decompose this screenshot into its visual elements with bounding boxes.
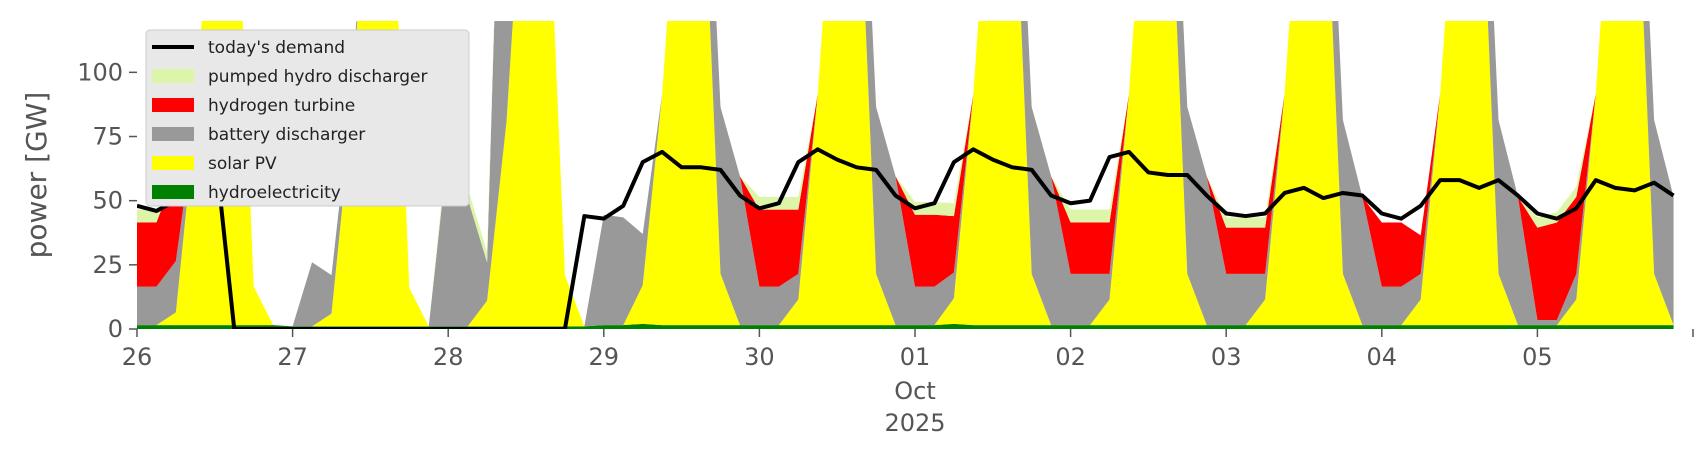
- x-tick-label: 26: [122, 343, 153, 371]
- x-tick-label: 29: [589, 343, 620, 371]
- pumped-hydro-discharger-legend-label: pumped hydro discharger: [208, 67, 427, 87]
- x-sublabel: Oct: [894, 377, 936, 405]
- battery-discharger-legend-swatch: [152, 127, 194, 141]
- y-tick-label: 50: [92, 187, 123, 215]
- hydroelectricity-legend-swatch: [152, 185, 194, 199]
- hydroelectricity-legend-label: hydroelectricity: [208, 183, 341, 203]
- pumped-hydro-discharger-legend-swatch: [152, 69, 194, 83]
- demand-line-group: [137, 144, 1675, 329]
- x-tick-label: 02: [1055, 343, 1086, 371]
- todays-demand-line: [137, 144, 1675, 329]
- x-tick-label: 28: [433, 343, 464, 371]
- y-axis-label: power [GW]: [20, 92, 53, 259]
- x-sublabel: 2025: [884, 409, 945, 437]
- x-tick-label: 27: [277, 343, 308, 371]
- x-tick-label: 04: [1367, 343, 1398, 371]
- y-tick-label: 75: [92, 123, 123, 151]
- solar-pv-area: [137, 21, 1674, 327]
- solar-pv-legend-swatch: [152, 156, 194, 170]
- solar-pv-legend-label: solar PV: [208, 154, 277, 174]
- hydrogen-turbine-legend-swatch: [152, 98, 194, 112]
- legend-box: [145, 29, 470, 207]
- axes: 0 25 50 75 100 26 27 28 29 30 01 02 03 04 05 Oct 2025 pow…: [20, 58, 1694, 437]
- hydrogen-turbine-legend-label: hydrogen turbine: [208, 96, 355, 116]
- y-tick-label: 0: [108, 315, 123, 343]
- battery-discharger-legend-label: battery discharger: [208, 125, 365, 145]
- today-s-demand-legend-label: today's demand: [208, 38, 345, 58]
- y-tick-label: 100: [77, 58, 123, 86]
- x-tick-label: 30: [744, 343, 775, 371]
- battery-discharger-area: [137, 21, 1674, 327]
- y-tick-label: 25: [92, 251, 123, 279]
- x-tick-label: 01: [900, 343, 931, 371]
- x-tick-label: 05: [1522, 343, 1553, 371]
- x-tick-label: 03: [1211, 343, 1242, 371]
- legend: today's demand pumped hydro discharger hyd…: [145, 29, 470, 207]
